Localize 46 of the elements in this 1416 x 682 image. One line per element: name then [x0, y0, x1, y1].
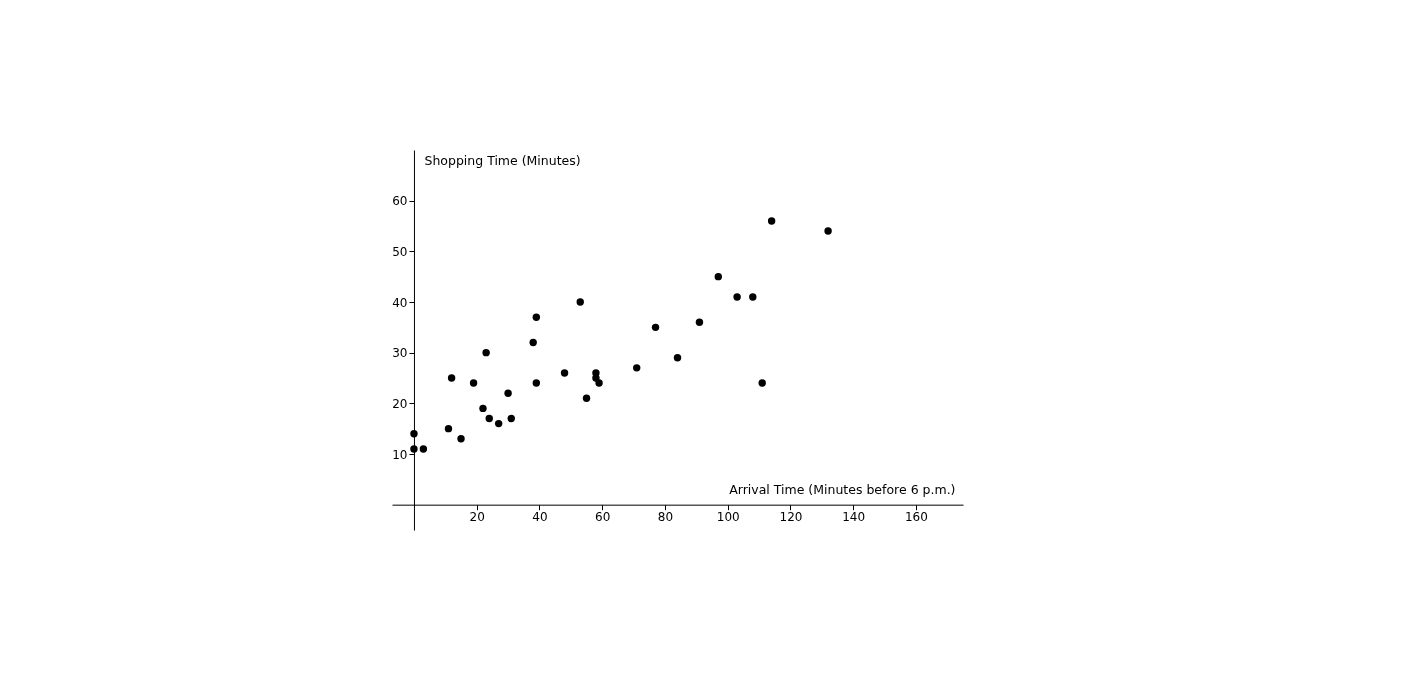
y-tick-label: 50 [392, 244, 408, 259]
y-tick-label: 60 [392, 194, 408, 209]
point [444, 424, 453, 433]
point [485, 414, 493, 423]
point [419, 445, 428, 453]
point [469, 379, 478, 387]
point [633, 364, 641, 372]
point [532, 379, 541, 387]
point [651, 323, 660, 332]
x-tick-label: 80 [657, 510, 674, 525]
x-tick-label: 60 [595, 510, 611, 525]
y-tick-label: 40 [392, 295, 408, 310]
point [714, 272, 722, 281]
point [457, 435, 465, 443]
point [824, 227, 832, 235]
point [582, 394, 591, 402]
point [560, 369, 569, 377]
point [673, 354, 682, 362]
x-axis-title: Arrival Time (Minutes before 6 p.m.) [729, 482, 956, 498]
point [695, 318, 704, 326]
point [529, 338, 537, 347]
point [576, 298, 584, 306]
point [758, 379, 766, 387]
point [410, 445, 418, 453]
point [507, 414, 515, 423]
y-tick-label: 30 [392, 346, 408, 361]
x-tick-label: 100 [716, 510, 740, 525]
point [482, 348, 490, 357]
x-tick-label: 20 [469, 510, 485, 525]
y-axis-title: Shopping Time (Minutes) [424, 152, 581, 168]
y-tick-label: 10 [392, 447, 408, 462]
point [767, 217, 776, 225]
point [504, 389, 512, 397]
x-tick-label: 40 [532, 510, 548, 525]
point [447, 374, 456, 382]
point [749, 293, 757, 301]
point [410, 430, 418, 438]
point [733, 293, 741, 301]
point [494, 419, 503, 428]
point [479, 404, 487, 413]
y-tick-label: 20 [392, 396, 408, 411]
x-tick-label: 120 [779, 510, 803, 525]
x-tick-label: 140 [842, 510, 866, 525]
point [595, 379, 603, 387]
point [532, 313, 541, 321]
x-tick-label: 160 [904, 510, 928, 525]
